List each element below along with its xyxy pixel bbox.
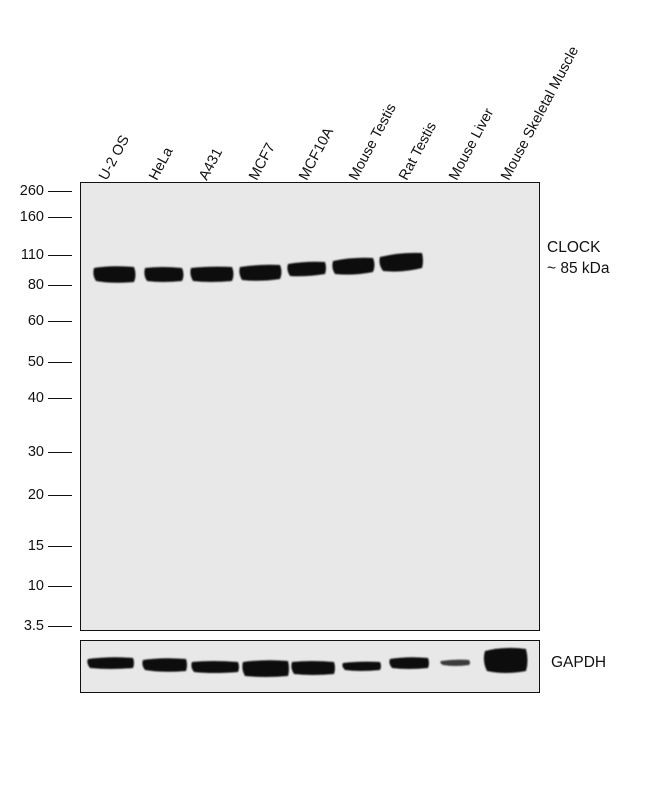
gapdh-band-u2os (87, 657, 134, 669)
marker-tick (48, 495, 72, 496)
clock-target-label: CLOCK ~ 85 kDa (547, 237, 609, 279)
clock-band-mouse-testis (332, 257, 375, 275)
marker-tick (48, 586, 72, 587)
marker-tick (48, 217, 72, 218)
clock-size: ~ 85 kDa (547, 260, 610, 277)
marker-tick (48, 255, 72, 256)
marker-tick (48, 546, 72, 547)
marker-tick (48, 452, 72, 453)
clock-band-hela (144, 267, 184, 282)
marker-3-5: 3.5 (0, 618, 72, 634)
gapdh-band-a431 (191, 661, 239, 673)
clock-name: CLOCK (547, 239, 601, 256)
marker-tick (48, 285, 72, 286)
marker-tick (48, 626, 72, 627)
gapdh-band-mcf10a (291, 661, 335, 675)
clock-band-mcf7 (239, 264, 282, 281)
marker-160: 160 (0, 209, 72, 225)
gapdh-band-rat-testis (389, 657, 429, 669)
marker-50: 50 (0, 354, 72, 370)
marker-30: 30 (0, 444, 72, 460)
marker-40: 40 (0, 390, 72, 406)
gapdh-band-mouse-liver (440, 659, 470, 666)
marker-10: 10 (0, 578, 72, 594)
clock-band-u2os (93, 266, 136, 283)
gapdh-band-hela (142, 658, 187, 672)
gapdh-band-mouse-skeletal-muscle (483, 647, 528, 673)
marker-260: 260 (0, 183, 72, 199)
marker-tick (48, 362, 72, 363)
marker-tick (48, 191, 72, 192)
marker-tick (48, 321, 72, 322)
clock-band-rat-testis (379, 252, 423, 272)
gapdh-band-mcf7 (242, 660, 289, 677)
clock-band-mcf10a (287, 261, 326, 277)
marker-110: 110 (0, 247, 72, 263)
clock-band-a431 (190, 266, 234, 282)
marker-20: 20 (0, 487, 72, 503)
gapdh-label: GAPDH (551, 654, 607, 671)
gapdh-band-mouse-testis (342, 661, 381, 671)
marker-tick (48, 398, 72, 399)
marker-80: 80 (0, 277, 72, 293)
main-blot-panel (80, 182, 540, 631)
marker-60: 60 (0, 313, 72, 329)
marker-15: 15 (0, 538, 72, 554)
